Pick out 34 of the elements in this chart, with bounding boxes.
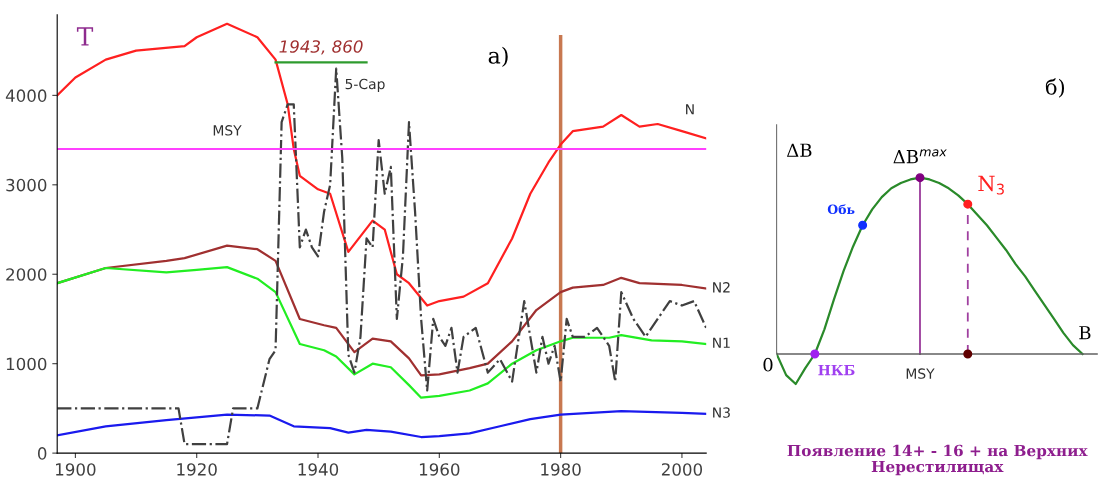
x-tick-label: 1980 xyxy=(541,463,581,476)
y-tick-label: 2000 xyxy=(6,268,47,281)
line-series xyxy=(57,67,707,446)
annotation: MSY xyxy=(906,368,935,379)
line-series xyxy=(57,22,707,307)
text: 0 xyxy=(763,357,773,372)
x-axis-title: B xyxy=(1079,326,1091,340)
annotation: 1943, 860 xyxy=(279,40,363,55)
y-tick-label: 0 xyxy=(37,447,47,460)
x-tick-label: 1920 xyxy=(177,463,217,476)
series-label: N3 xyxy=(713,407,730,418)
series-label: N xyxy=(686,104,694,115)
x-tick-label: 2000 xyxy=(661,463,703,476)
text: a) xyxy=(488,46,508,67)
annotation: T xyxy=(76,27,94,46)
y-tick-label: 3000 xyxy=(6,178,47,192)
chart-title: б) xyxy=(1045,78,1065,98)
line-series xyxy=(57,265,707,399)
annotation: N$_{3}$ xyxy=(978,175,1004,195)
x-tick-label: 1960 xyxy=(419,463,460,476)
line-series xyxy=(57,409,707,439)
series-label: N1 xyxy=(713,337,730,348)
annotation: НКБ xyxy=(818,365,855,376)
ref-line-label: MSY xyxy=(213,125,242,136)
series-label: N2 xyxy=(713,282,730,293)
text: Появление 14+ - 16 + на Верхних Нерестилищах xyxy=(787,444,1088,476)
x-tick-label: 1900 xyxy=(56,463,96,476)
y-axis-title: ΔB xyxy=(786,143,812,157)
x-tick-label: 1940 xyxy=(298,463,339,476)
y-tick-label: 4000 xyxy=(5,89,47,102)
y-tick-label: 1000 xyxy=(6,357,47,371)
annotation: Обь xyxy=(827,204,855,215)
series-label: 5-Cap xyxy=(345,78,385,92)
text: ΔB$^{max}$ xyxy=(893,149,947,164)
